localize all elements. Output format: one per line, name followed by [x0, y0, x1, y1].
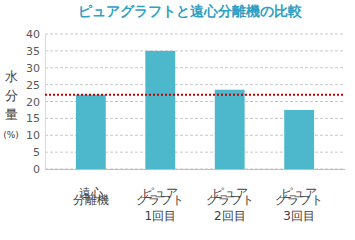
y-tick: 0 [33, 163, 45, 176]
y-tick-label: 10 [26, 129, 40, 142]
x-tick-label: 遠心分離機 [73, 186, 109, 207]
x-tick: 遠心分離機 [73, 169, 109, 207]
y-axis: 0 5 10 15 20 25 30 35 40 [26, 28, 46, 176]
y-label: 水分量 (%) [3, 69, 19, 140]
x-tick-label: ピュアグラフト1回目 [136, 186, 184, 223]
chart: ピュアグラフトと遠心分離機の比較 0 5 10 15 20 25 30 35 40 水分量 (%) 遠心… [0, 0, 355, 240]
y-tick-label: 5 [33, 146, 40, 159]
y-label-line: (%) [3, 130, 19, 140]
y-axis-line [45, 35, 46, 170]
grid-line [45, 50, 345, 51]
y-tick: 30 [26, 62, 45, 75]
x-tick-label: ピュアグラフト3回目 [275, 186, 323, 223]
y-tick: 35 [26, 45, 45, 58]
grid-line [45, 84, 345, 85]
x-axis: 遠心分離機 ピュアグラフト1回目ピュアグラフト2回目ピュアグラフト3回目 [46, 169, 346, 223]
grid [45, 34, 345, 169]
y-tick-label: 0 [33, 163, 40, 176]
x-tick-label: ピュアグラフト2回目 [206, 186, 254, 223]
y-tick-label: 30 [26, 62, 40, 75]
y-label-line: 水 [5, 69, 18, 84]
y-label-line: 量 [5, 107, 18, 122]
y-tick-label: 40 [26, 28, 40, 41]
grid-line [45, 34, 345, 35]
bars [45, 51, 345, 169]
y-tick: 25 [26, 79, 45, 92]
y-tick: 10 [26, 129, 45, 142]
bar [215, 90, 245, 169]
bar [284, 110, 314, 169]
y-label-line: 分 [5, 88, 18, 103]
bar [145, 51, 175, 169]
reference-line [45, 94, 345, 96]
y-tick: 20 [26, 96, 45, 109]
y-tick: 40 [26, 28, 45, 41]
y-tick: 5 [33, 146, 45, 159]
y-tick-label: 15 [26, 112, 40, 125]
grid-line [45, 67, 345, 68]
x-tick: ピュアグラフト1回目 [136, 169, 184, 223]
y-tick-label: 25 [26, 79, 40, 92]
title: ピュアグラフトと遠心分離機の比較 [78, 3, 303, 19]
y-tick-label: 20 [26, 96, 40, 109]
x-tick: ピュアグラフト3回目 [275, 169, 323, 223]
y-tick-label: 35 [26, 45, 40, 58]
y-tick: 15 [26, 112, 45, 125]
x-tick: ピュアグラフト2回目 [206, 169, 254, 223]
x-axis-line [46, 169, 346, 170]
bar [76, 95, 106, 169]
